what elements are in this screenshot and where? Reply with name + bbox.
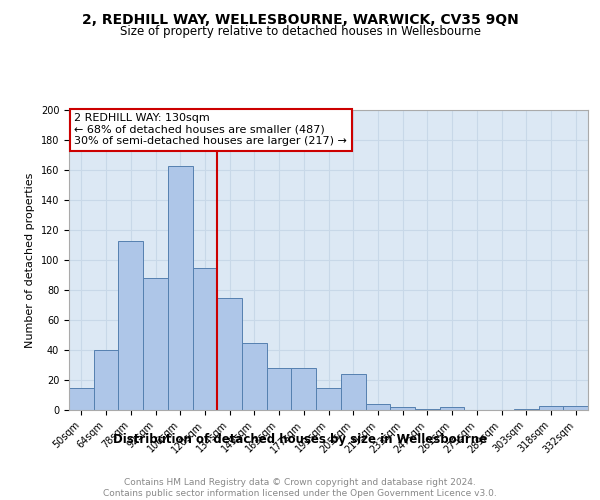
Bar (143, 278, 168, 410)
Bar (440, 407, 464, 410)
Bar (193, 268, 217, 410)
Text: 2 REDHILL WAY: 130sqm
← 68% of detached houses are smaller (487)
30% of semi-det: 2 REDHILL WAY: 130sqm ← 68% of detached … (74, 113, 347, 146)
Bar (563, 406, 588, 410)
Bar (514, 408, 539, 410)
Bar (316, 388, 341, 410)
Bar (69, 388, 94, 410)
Bar (415, 408, 440, 410)
Bar (292, 368, 316, 410)
Bar (118, 240, 143, 410)
Text: 2, REDHILL WAY, WELLESBOURNE, WARWICK, CV35 9QN: 2, REDHILL WAY, WELLESBOURNE, WARWICK, C… (82, 12, 518, 26)
Text: Distribution of detached houses by size in Wellesbourne: Distribution of detached houses by size … (113, 432, 487, 446)
Bar (365, 404, 390, 410)
Bar (539, 406, 563, 410)
Bar (341, 374, 365, 410)
Bar (267, 368, 292, 410)
Y-axis label: Number of detached properties: Number of detached properties (25, 172, 35, 348)
Text: Contains HM Land Registry data © Crown copyright and database right 2024.
Contai: Contains HM Land Registry data © Crown c… (103, 478, 497, 498)
Text: Size of property relative to detached houses in Wellesbourne: Size of property relative to detached ho… (119, 25, 481, 38)
Bar (168, 166, 193, 410)
Bar (94, 350, 118, 410)
Bar (242, 342, 267, 410)
Bar (217, 298, 242, 410)
Bar (390, 407, 415, 410)
